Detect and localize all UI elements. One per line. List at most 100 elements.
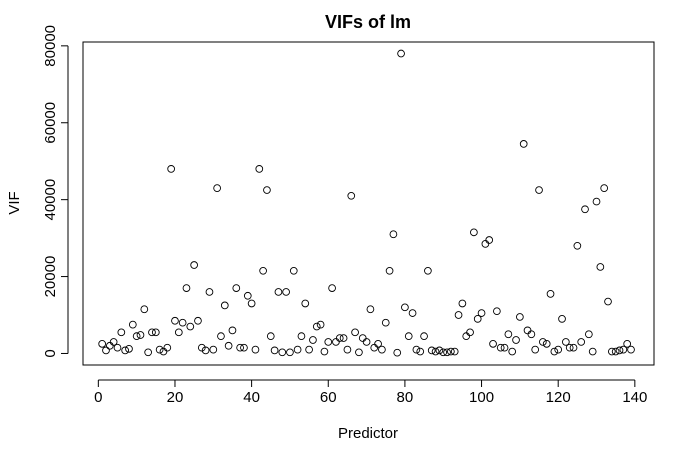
data-point (500, 343, 509, 352)
data-point (121, 346, 130, 355)
x-tick-label: 60 (320, 389, 337, 406)
data-point (309, 336, 317, 344)
data-point (462, 332, 471, 341)
data-point (450, 347, 459, 356)
data-point (592, 197, 601, 206)
data-point (535, 186, 543, 194)
data-point (274, 288, 283, 296)
data-point (404, 332, 413, 341)
data-point (493, 307, 501, 316)
data-point (209, 345, 218, 354)
data-points (98, 49, 635, 357)
data-point (588, 347, 597, 356)
data-point (607, 347, 616, 356)
data-point (174, 328, 183, 337)
y-axis: 0 20000 40000 60000 80000 (42, 25, 69, 358)
data-point (236, 343, 244, 352)
data-point (416, 347, 425, 356)
data-point (585, 330, 593, 339)
data-point (558, 315, 566, 323)
data-point (220, 301, 229, 310)
data-point (378, 345, 386, 354)
data-point (117, 328, 126, 337)
data-point (347, 191, 356, 200)
data-point (320, 347, 329, 356)
data-point (351, 328, 359, 337)
data-point (569, 343, 578, 352)
data-point (324, 338, 333, 346)
data-point (332, 338, 340, 346)
data-point (424, 266, 432, 275)
data-point (339, 334, 348, 342)
data-point (577, 338, 586, 346)
data-point (565, 343, 574, 352)
data-point (201, 346, 210, 355)
data-point (98, 340, 107, 348)
data-point (397, 49, 405, 58)
data-point (312, 322, 321, 331)
data-point (297, 332, 306, 341)
data-point (132, 332, 141, 341)
data-point (381, 318, 390, 327)
y-axis-label: VIF (6, 191, 23, 214)
data-point (562, 338, 570, 346)
data-point (512, 336, 520, 344)
data-point (335, 334, 344, 342)
data-point (278, 348, 287, 357)
data-point (247, 299, 256, 308)
data-point (466, 328, 474, 337)
data-point (619, 345, 628, 354)
data-point (232, 284, 241, 292)
data-point (358, 334, 367, 342)
chart-title: VIFs of lm (325, 12, 411, 32)
data-point (259, 266, 267, 275)
data-point (266, 332, 275, 341)
data-point (355, 348, 363, 357)
y-tick-label: 40000 (42, 179, 59, 221)
data-point (623, 340, 632, 348)
plot-frame (82, 41, 655, 366)
data-point (523, 326, 532, 335)
data-point (205, 288, 214, 296)
data-point (140, 305, 149, 314)
data-point (443, 348, 451, 357)
data-point (470, 228, 478, 237)
data-point (155, 345, 164, 354)
data-point (105, 341, 114, 350)
data-point (113, 343, 122, 352)
data-point (370, 343, 379, 352)
data-point (343, 345, 352, 354)
data-point (163, 343, 172, 352)
data-point (542, 340, 551, 348)
data-point (151, 328, 160, 337)
data-point (412, 345, 421, 354)
x-tick-label: 80 (397, 389, 414, 406)
y-tick-label: 60000 (42, 102, 59, 144)
y-tick-label: 20000 (42, 256, 59, 298)
x-axis-label: Predictor (338, 425, 398, 442)
data-point (190, 261, 198, 269)
data-point (539, 338, 547, 346)
data-point (573, 241, 582, 250)
x-tick-label: 140 (622, 389, 647, 406)
data-point (224, 341, 233, 350)
data-point (301, 299, 310, 308)
data-point (439, 348, 448, 357)
data-point (408, 309, 417, 317)
data-point (485, 236, 494, 244)
data-point (243, 291, 252, 300)
data-point (293, 345, 302, 354)
data-point (178, 318, 187, 327)
x-tick-label: 20 (167, 389, 184, 406)
data-point (128, 320, 137, 329)
data-point (109, 338, 118, 346)
data-point (554, 345, 563, 354)
data-point (401, 303, 409, 312)
data-point (600, 184, 609, 192)
data-point (159, 347, 168, 356)
data-point (615, 346, 624, 355)
data-point (263, 186, 271, 194)
data-point (316, 320, 325, 329)
